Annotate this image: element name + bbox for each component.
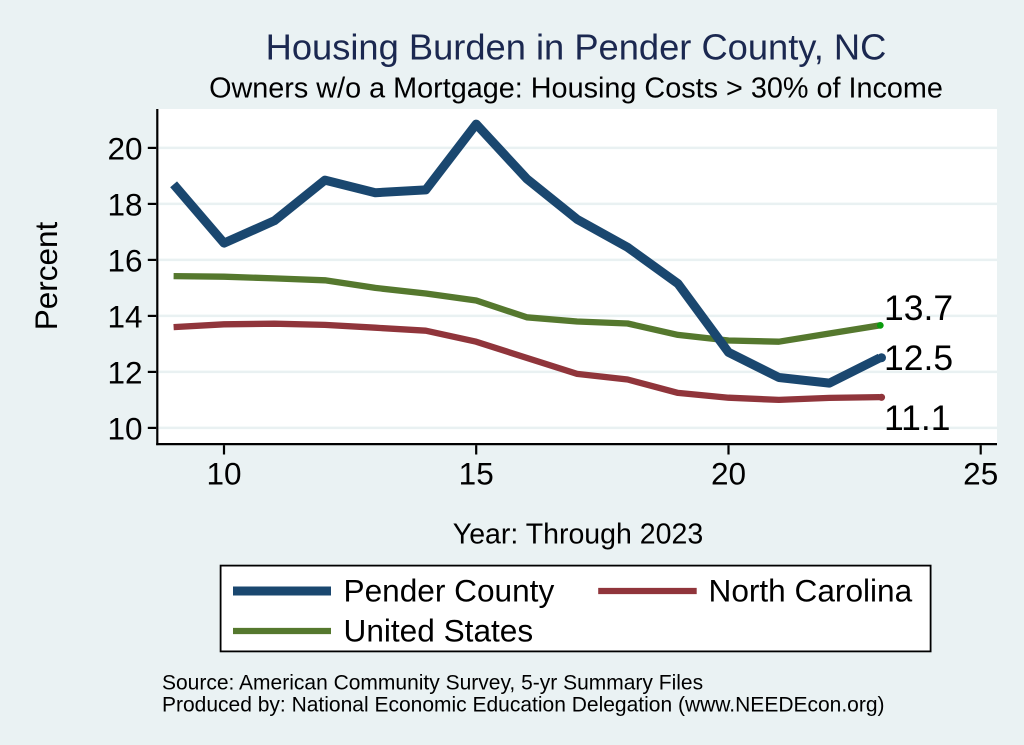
svg-text:United States: United States <box>344 613 534 649</box>
svg-text:12.5: 12.5 <box>884 338 953 378</box>
svg-text:Pender County: Pender County <box>344 573 555 609</box>
svg-text:16: 16 <box>107 242 142 278</box>
svg-text:Owners w/o a Mortgage: Housing: Owners w/o a Mortgage: Housing Costs > 3… <box>209 73 943 105</box>
svg-text:Percent: Percent <box>28 221 64 330</box>
svg-text:Source: American Community Sur: Source: American Community Survey, 5-yr … <box>162 671 703 694</box>
svg-text:20: 20 <box>711 455 746 491</box>
svg-text:11.1: 11.1 <box>884 398 950 438</box>
svg-text:Year: Through 2023: Year: Through 2023 <box>453 519 703 551</box>
svg-text:10: 10 <box>206 455 241 491</box>
svg-text:18: 18 <box>107 186 142 222</box>
svg-text:Produced by: National Economic: Produced by: National Economic Education… <box>162 693 885 716</box>
svg-text:Housing Burden in Pender Count: Housing Burden in Pender County, NC <box>266 27 887 68</box>
svg-text:15: 15 <box>459 455 494 491</box>
svg-text:20: 20 <box>107 130 142 166</box>
svg-text:25: 25 <box>963 455 998 491</box>
svg-text:North Carolina: North Carolina <box>709 573 913 609</box>
svg-text:12: 12 <box>107 354 142 390</box>
svg-text:14: 14 <box>107 298 142 334</box>
svg-text:13.7: 13.7 <box>884 288 953 328</box>
svg-text:10: 10 <box>107 410 142 446</box>
